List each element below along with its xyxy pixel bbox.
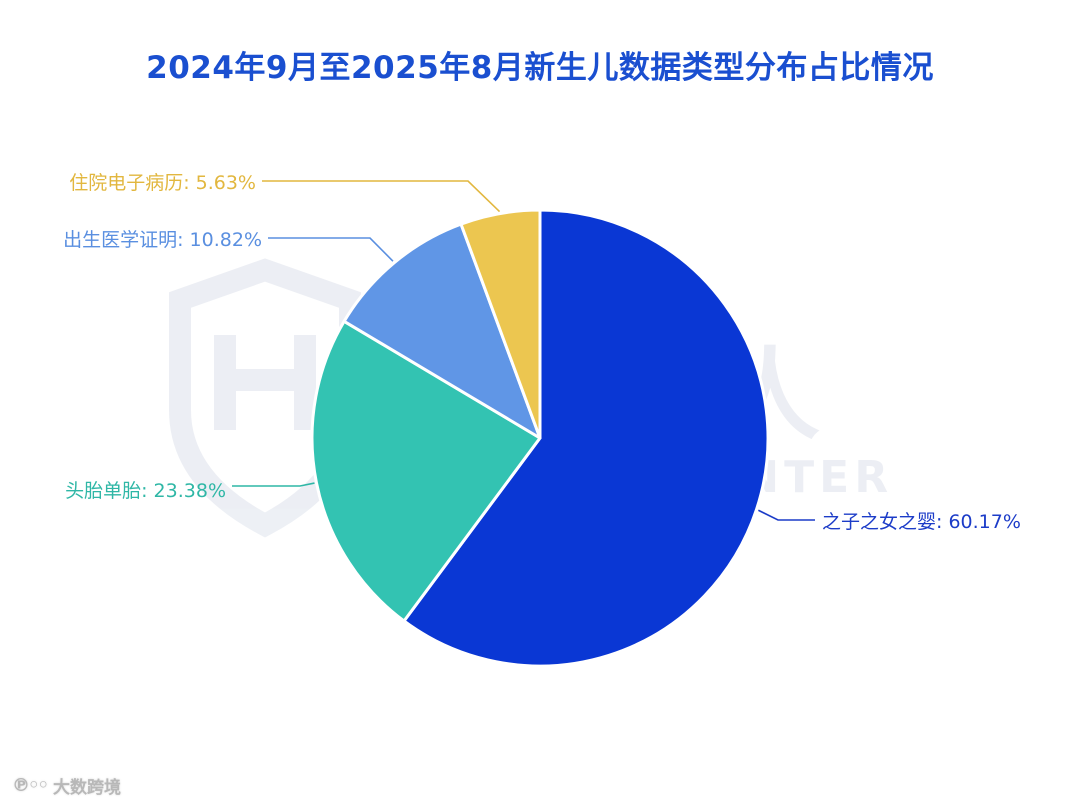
footer-brand: ℗◦◦ 大数跨境: [12, 773, 121, 798]
footer-brand-text: 大数跨境: [53, 778, 122, 798]
leader-line-3: [262, 180, 501, 213]
pie-slice-0: [402, 208, 770, 668]
slice-label-2: 出生医学证明: 10.82%: [63, 229, 262, 251]
slice-label-3: 住院电子病历: 5.63%: [69, 172, 256, 194]
leader-line-1: [232, 482, 315, 487]
pie-slice-1: [310, 319, 542, 623]
chart-title: 2024年9月至2025年8月新生儿数据类型分布占比情况: [146, 50, 934, 86]
slice-label-1: 头胎单胎: 23.38%: [65, 480, 226, 502]
leader-line-0: [758, 509, 815, 521]
brand-logo-icon: ℗◦◦: [12, 775, 49, 796]
pie-slice-3: [459, 208, 542, 440]
leader-line-2: [268, 237, 394, 262]
pie-slice-2: [342, 222, 542, 440]
slice-label-0: 之子之女之婴: 60.17%: [822, 511, 1021, 533]
